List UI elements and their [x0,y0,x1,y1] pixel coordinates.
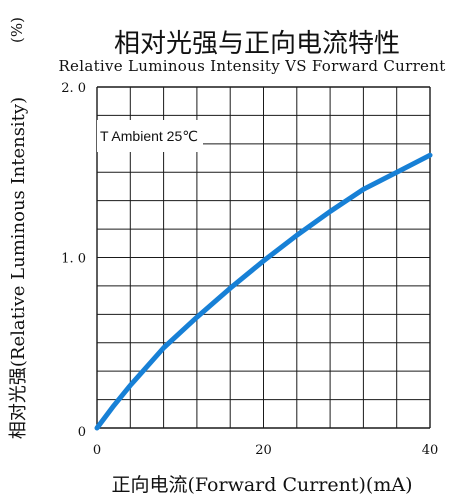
y-tick-label: 1. 0 [61,252,86,267]
y-tick-label: 0 [78,425,86,440]
x-tick-label: 0 [93,443,101,458]
plot-series [94,152,433,431]
chart-subtitle: Relative Luminous Intensity VS Forward C… [58,57,445,75]
y-tick-labels: 0 1. 0 2. 0 [61,81,86,440]
annotation-label: T Ambient 25℃ [100,128,198,144]
x-tick-labels: 0 20 40 [93,443,438,458]
y-tick-label: 2. 0 [61,81,86,96]
series-line [94,152,433,431]
grid [96,86,431,429]
y-axis-label: 相对光强(Relative Luminous Intensity) [8,97,29,439]
x-tick-label: 40 [422,443,439,458]
x-tick-label: 20 [255,443,272,458]
annotation-box [97,120,203,152]
x-axis-label: 正向电流(Forward Current)(mA) [112,474,413,496]
y-axis-unit: (%) [8,17,26,43]
chart-title: 相对光强与正向电流特性 [114,29,400,59]
